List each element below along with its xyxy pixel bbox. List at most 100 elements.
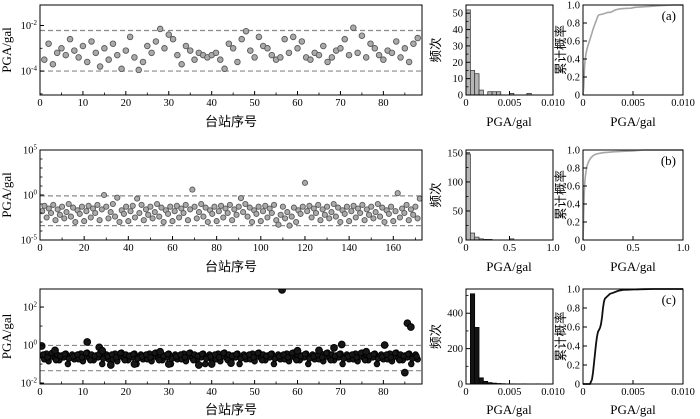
data-point [76, 210, 83, 217]
y-tick-label: 1.0 [567, 146, 580, 157]
data-point [397, 54, 404, 61]
data-point [288, 213, 295, 220]
data-point [307, 56, 314, 63]
y-tick-label: 0.8 [567, 304, 580, 315]
data-point [233, 211, 240, 218]
data-point [365, 211, 373, 218]
data-point [286, 222, 293, 229]
x-tick-label: 0.010 [671, 387, 695, 398]
data-point [324, 58, 331, 66]
data-point [257, 218, 264, 225]
data-point [293, 218, 300, 226]
data-point [220, 349, 227, 357]
data-point [264, 214, 271, 221]
data-point [88, 38, 95, 45]
cdf-plot: 0 0.005 0.010 0 0.2 0.4 0.6 0.8 1.0 PGA/gal 累计概率 (c… [553, 285, 695, 418]
x-tick-label: 10 [78, 98, 89, 109]
data-point [361, 217, 368, 224]
data-point [94, 201, 101, 208]
x-tick-label: 0 [580, 243, 585, 254]
y-axis-label: 累计概率 [553, 25, 568, 75]
y-tick-label: 0 [458, 236, 463, 247]
data-point [362, 347, 371, 356]
histogram: 0 0.005 0.010 0 200 400 PGA/gal 频次 [429, 288, 565, 417]
data-point [323, 349, 330, 357]
data-point [410, 40, 417, 47]
data-point [114, 51, 121, 59]
data-point [248, 218, 256, 226]
plot-frame [465, 149, 554, 241]
data-point [185, 349, 193, 357]
data-point [51, 346, 59, 355]
data-point [127, 208, 134, 215]
data-point [49, 60, 57, 68]
data-point [125, 218, 132, 225]
data-point [348, 208, 355, 215]
data-point [129, 202, 136, 209]
histogram-bars [465, 153, 515, 241]
y-tick-label: 200 [447, 344, 463, 355]
x-axis-label: 台站序号 [205, 402, 257, 417]
data-point [59, 203, 66, 210]
data-point [47, 209, 55, 217]
panel-tag: (a) [662, 8, 676, 23]
plot-frame [39, 4, 423, 96]
data-point [341, 35, 348, 43]
data-point [212, 49, 220, 57]
data-point [315, 201, 322, 208]
data-point [379, 204, 386, 211]
data-point [392, 38, 400, 45]
data-point [388, 49, 396, 57]
data-point [182, 201, 189, 208]
data-point [66, 35, 74, 43]
data-point [234, 58, 241, 66]
data-point [92, 209, 99, 217]
data-point [53, 49, 61, 57]
data-point [109, 200, 116, 208]
data-point [352, 214, 359, 221]
data-point [396, 357, 403, 364]
y-tick-label: 0 [575, 91, 580, 102]
data-point [301, 350, 309, 358]
data-point [187, 206, 194, 213]
data-point [101, 45, 108, 52]
data-point [346, 218, 353, 225]
data-point [173, 202, 180, 209]
data-point [40, 208, 46, 215]
data-point [126, 33, 134, 41]
data-point [224, 209, 231, 217]
x-tick-label: 1.0 [546, 243, 559, 254]
cdf-curve [582, 4, 683, 96]
data-point [337, 218, 344, 226]
data-point [285, 49, 293, 57]
data-point [149, 215, 156, 222]
data-point [332, 213, 339, 220]
x-tick-label: 40 [123, 243, 134, 254]
data-point [98, 346, 107, 355]
data-point [380, 341, 389, 349]
data-point [213, 218, 220, 225]
data-point [396, 214, 403, 221]
x-tick-label: 0 [463, 98, 468, 109]
data-point [416, 195, 422, 202]
y-tick-label: 0 [575, 236, 580, 247]
data-point [362, 54, 370, 61]
data-point [391, 349, 399, 357]
data-point [254, 349, 262, 357]
data-point [319, 206, 326, 213]
data-point [105, 56, 112, 63]
data-point [61, 215, 68, 222]
data-point [231, 206, 238, 213]
data-point [64, 360, 72, 368]
data-point [250, 354, 257, 361]
data-point [167, 203, 174, 210]
data-point [229, 217, 236, 224]
data-point [65, 200, 72, 208]
data-point [293, 357, 300, 364]
data-point [85, 202, 92, 209]
data-point [358, 32, 366, 40]
data-point [114, 194, 121, 201]
histogram-bar [478, 89, 484, 96]
